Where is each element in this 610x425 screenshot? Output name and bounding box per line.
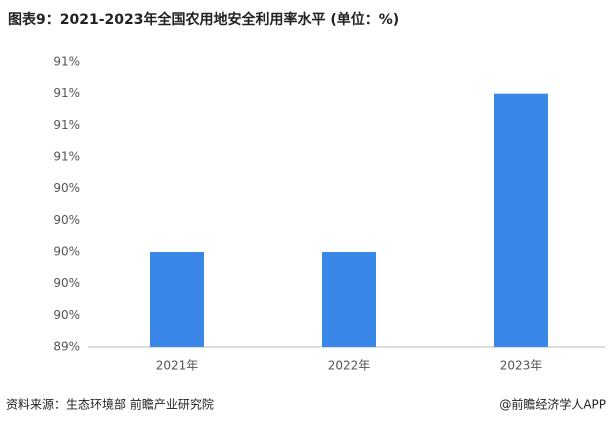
y-tick-label: 91% xyxy=(53,55,80,69)
credit: @前瞻经济学人APP xyxy=(499,397,606,412)
y-tick-label: 90% xyxy=(53,213,80,227)
chart-title: 图表9：2021-2023年全国农用地安全利用率水平 (单位：%) xyxy=(8,11,399,28)
x-tick-label: 2021年 xyxy=(156,359,199,373)
bar xyxy=(150,252,204,347)
x-tick-label: 2022年 xyxy=(328,359,371,373)
y-tick-label: 91% xyxy=(53,86,80,100)
bar xyxy=(322,252,376,347)
x-tick-label: 2023年 xyxy=(500,359,543,373)
y-tick-label: 89% xyxy=(53,340,80,354)
y-tick-label: 90% xyxy=(53,245,80,259)
bar xyxy=(494,93,548,348)
y-tick-label: 91% xyxy=(53,150,80,164)
y-tick-label: 90% xyxy=(53,276,80,290)
source: 资料来源：生态环境部 前瞻产业研究院 xyxy=(6,397,214,412)
y-tick-label: 90% xyxy=(53,308,80,322)
y-tick-label: 91% xyxy=(53,118,80,132)
y-tick-label: 90% xyxy=(53,181,80,195)
